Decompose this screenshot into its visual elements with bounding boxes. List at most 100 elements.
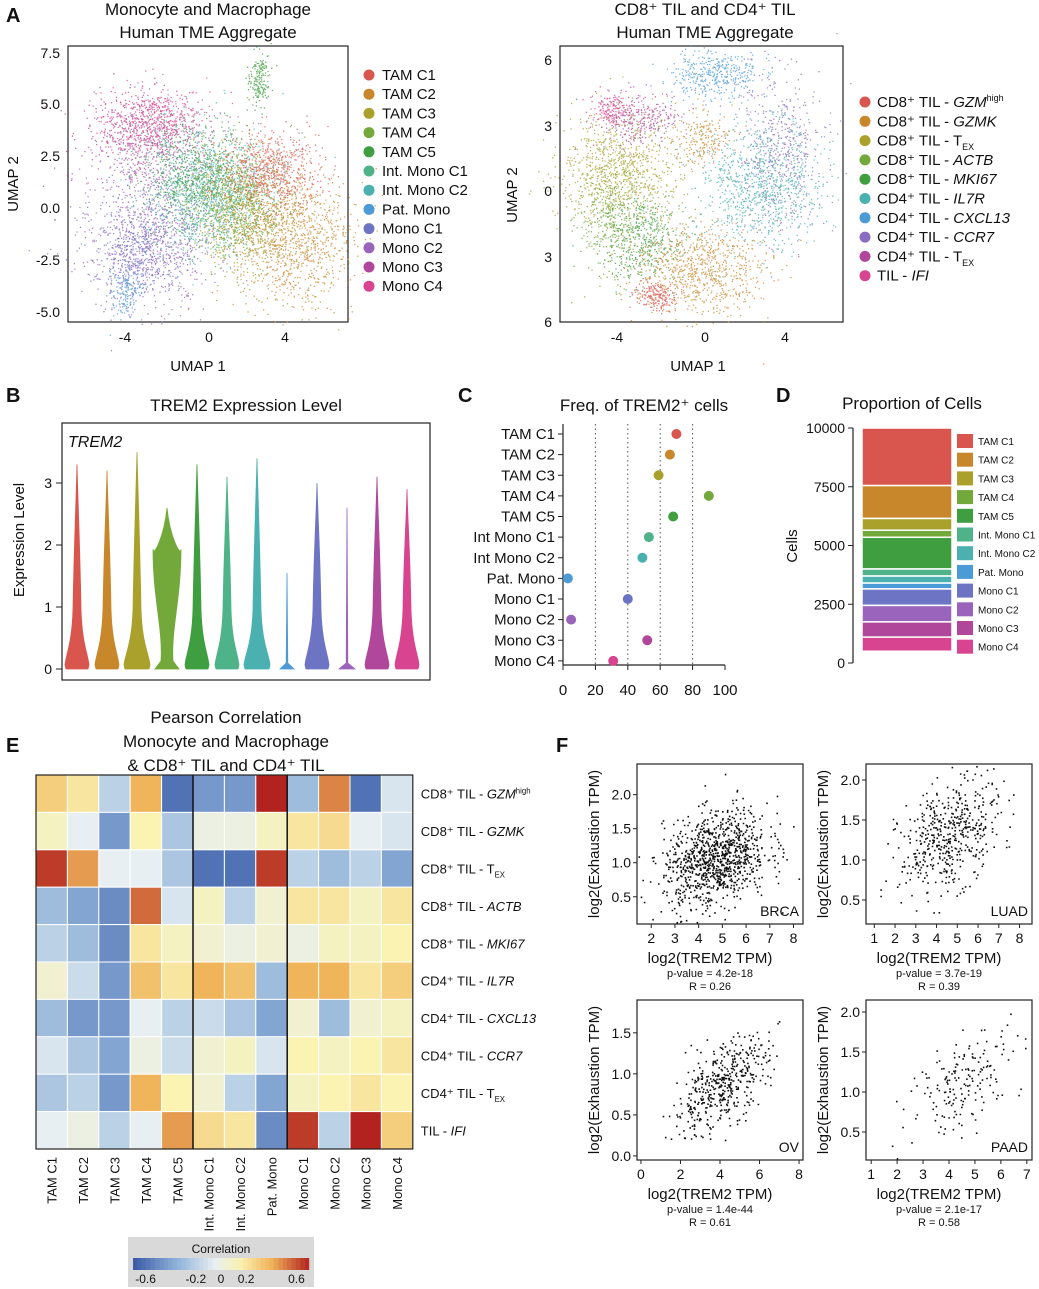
legend-swatch xyxy=(363,261,375,273)
heatmap-col-label: TAM C4 xyxy=(139,1157,154,1204)
stacked-title: Proportion of Cells xyxy=(842,394,982,413)
heatmap-cell xyxy=(192,1111,225,1150)
umap-right-frame xyxy=(559,45,844,323)
scatter-xtick: 5 xyxy=(971,1166,979,1182)
scatter-cancer-label: PAAD xyxy=(991,1139,1028,1155)
heatmap-col-label: Int. Mono C1 xyxy=(202,1157,217,1231)
stacked-legend-label: Int. Mono C2 xyxy=(978,549,1036,560)
scatter-points xyxy=(891,1013,1027,1160)
heatmap-cell xyxy=(255,774,288,813)
legend-swatch xyxy=(859,96,871,108)
colorbar-step xyxy=(194,1258,200,1270)
umap-right-xtick: 4 xyxy=(781,329,789,345)
colorbar-step xyxy=(273,1258,279,1270)
stacked-panel: Proportion of Cells Cells 0 2500 5000 7500 1… xyxy=(784,394,1036,671)
heatmap-cell xyxy=(192,849,225,888)
violin-shapes xyxy=(64,451,420,670)
heatmap-cell xyxy=(286,811,320,851)
umap-right-title-2: Human TME Aggregate xyxy=(616,23,793,42)
umap-cluster xyxy=(600,208,802,365)
heatmap-panel: Pearson Correlation Monocyte and Macroph… xyxy=(35,708,537,1287)
heatmap-cell xyxy=(318,924,351,963)
heatmap-row-label: CD8⁺ TIL - MKI67 xyxy=(421,936,525,951)
scatter-xtick: 5 xyxy=(953,930,961,946)
colorbar-step xyxy=(291,1258,296,1270)
stacked-legend-label: Mono C1 xyxy=(978,587,1019,598)
colorbar-tick: 0.2 xyxy=(238,1272,255,1286)
colorbar-step xyxy=(229,1258,235,1270)
violin-title: TREM2 Expression Level xyxy=(150,396,342,415)
legend-label: Pat. Mono xyxy=(382,201,450,218)
umap-cluster xyxy=(187,140,384,331)
stacked-legend-label: TAM C3 xyxy=(978,474,1014,485)
scatter-ytick: 1.0 xyxy=(612,855,632,871)
scatter-ytick: 0.5 xyxy=(612,889,632,905)
colorbar-tick: 0 xyxy=(218,1272,225,1286)
heatmap-cell xyxy=(380,924,414,963)
dot-category-label: TAM C5 xyxy=(501,509,555,526)
umap-cluster xyxy=(89,68,234,180)
heatmap-cell xyxy=(161,998,194,1038)
scatter-ytick: 0.5 xyxy=(841,892,861,908)
scatter-cancer-label: OV xyxy=(779,1139,800,1155)
umap-right-ytick: 0 xyxy=(544,183,552,199)
heatmap-cell xyxy=(98,1111,131,1150)
legend-label: Mono C2 xyxy=(382,240,443,257)
heatmap-col-label: TAM C2 xyxy=(76,1157,91,1204)
dot-xtick: 20 xyxy=(587,682,604,699)
heatmap-cell xyxy=(129,849,163,888)
umap-right-title-1: CD8⁺ TIL and CD4⁺ TIL xyxy=(614,0,795,19)
umap-left-ytick: -2.5 xyxy=(36,252,60,268)
heatmap-cell xyxy=(66,849,100,888)
heatmap-cell xyxy=(35,849,68,888)
heatmap-col-label: Mono C3 xyxy=(359,1157,374,1210)
violin-frame xyxy=(61,422,431,681)
stacked-segment xyxy=(861,575,953,584)
stacked-segment xyxy=(861,604,953,623)
umap-left-ytick: 0.0 xyxy=(41,200,61,216)
heatmap-cell xyxy=(129,924,163,963)
stacked-bar-chart: 0 2500 5000 7500 10000 TAM C1 TAM C2 TAM C3 TAM … xyxy=(806,420,1036,671)
heatmap-cell xyxy=(286,1073,320,1113)
dot-category-label: Mono C1 xyxy=(494,591,555,608)
dot-category-label: TAM C4 xyxy=(501,488,555,505)
heatmap-row-label: CD4⁺ TIL - CXCL13 xyxy=(421,1011,537,1026)
heatmap-cell xyxy=(66,961,100,1000)
violin-ytick: 1 xyxy=(44,599,52,615)
heatmap-cell xyxy=(98,774,131,813)
heatmap-cell xyxy=(35,886,68,926)
stacked-legend-label: TAM C2 xyxy=(978,456,1014,467)
heatmap-cell xyxy=(286,849,320,888)
stacked-legend-swatch xyxy=(957,602,973,617)
legend-label: CD4⁺ TIL - CCR7 xyxy=(877,229,995,246)
umap-right-ytick: 3 xyxy=(544,249,552,265)
heatmap-cell xyxy=(349,849,382,888)
dot-xtick: 0 xyxy=(559,682,567,699)
scatter-xtick: 6 xyxy=(997,1166,1005,1182)
colorbar-step xyxy=(234,1258,239,1270)
colorbar-step xyxy=(278,1258,283,1270)
heatmap-title-1: Pearson Correlation xyxy=(150,708,301,727)
stacked-legend-swatch xyxy=(957,452,973,467)
colorbar-step xyxy=(177,1258,182,1270)
heatmap-cell xyxy=(66,774,100,813)
violin-1 xyxy=(94,470,120,670)
stacked-segment xyxy=(861,636,953,653)
heatmap-cell xyxy=(349,1073,382,1113)
heatmap-cell xyxy=(286,1036,320,1075)
heatmap-cell xyxy=(161,924,194,963)
heatmap-cell xyxy=(129,811,163,851)
heatmap-cell xyxy=(161,849,194,888)
heatmap-cell xyxy=(286,924,320,963)
umap-cluster xyxy=(676,95,891,278)
scatter-ytick: 1.0 xyxy=(612,1066,632,1082)
heatmap-col-label: Mono C1 xyxy=(296,1157,311,1210)
legend-swatch xyxy=(859,193,871,204)
umap-left-xtick: -4 xyxy=(119,329,132,345)
heatmap-row-label: CD8⁺ TIL - ACTB xyxy=(421,899,522,914)
heatmap-cell xyxy=(35,1073,68,1113)
dot-plot: 0 20 40 60 80 100 TAM C1 TAM C2 TAM C3 TAM C4 TAM … xyxy=(473,424,738,699)
heatmap-cell xyxy=(318,1036,351,1075)
scatter-xtick: 8 xyxy=(1016,930,1024,946)
colorbar-step xyxy=(212,1258,217,1270)
